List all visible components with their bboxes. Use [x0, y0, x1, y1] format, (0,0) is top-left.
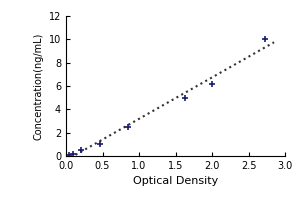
Y-axis label: Concentration(ng/mL): Concentration(ng/mL): [33, 32, 43, 140]
X-axis label: Optical Density: Optical Density: [133, 176, 218, 186]
